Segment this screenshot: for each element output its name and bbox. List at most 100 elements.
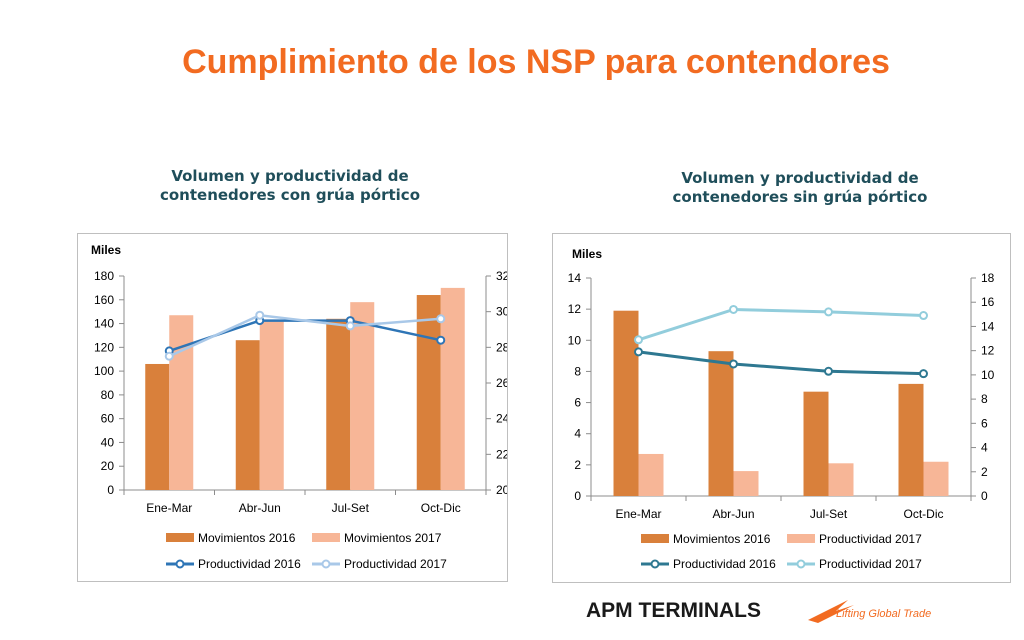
chart-2-legend-marker — [796, 559, 806, 569]
chart-2-legend-label: Productividad 2017 — [819, 532, 922, 546]
chart-2-svg: Miles 0 2 4 6 8 10 12 14 0 2 4 6 8 10 12 14 16 18 Ene-Mar Ab… — [568, 247, 995, 571]
chart-1-y-tick-label: 20 — [101, 459, 115, 473]
chart-2-bar-2 — [733, 471, 759, 496]
chart-1-y2-tick-label: 30 — [496, 305, 507, 319]
chart-2-y2-tick-label: 0 — [981, 489, 988, 503]
chart-1-y-tick-label: 0 — [107, 483, 114, 497]
chart-2-line-1 — [638, 350, 924, 376]
chart-2-point-2 — [729, 304, 738, 314]
chart-1-y-tick-label: 180 — [94, 269, 114, 283]
chart-2-y2-tick-label: 10 — [981, 368, 995, 382]
chart-2-point-2 — [634, 335, 643, 345]
chart-1-unit-label: Miles — [91, 243, 121, 257]
chart-2-y2-tick-label: 12 — [981, 344, 995, 358]
chart-2-title: Volumen y productividad de contenedores … — [672, 169, 928, 206]
chart-1-legend-marker — [321, 559, 331, 569]
chart-2-legend-label: Productividad 2017 — [819, 557, 922, 571]
chart-2-legend-marker — [650, 559, 660, 569]
chart-2-bar-2 — [923, 461, 949, 496]
chart-1-bar-2 — [440, 287, 465, 490]
chart-1-legend-label: Productividad 2016 — [198, 557, 301, 571]
chart-1-x-tick-label: Jul-Set — [332, 501, 370, 515]
chart-2-y2-tick-label: 6 — [981, 416, 988, 430]
chart-2-legend-swatch — [641, 534, 669, 543]
chart-1-legend-label: Productividad 2017 — [344, 557, 447, 571]
chart-2-legend-label: Movimientos 2016 — [673, 532, 771, 546]
chart-2-y2-tick-label: 2 — [981, 465, 988, 479]
chart-2-bar-2 — [828, 463, 854, 496]
chart-2-point-1 — [824, 366, 833, 376]
chart-1-y2-tick-label: 26 — [496, 376, 507, 390]
chart-2-legend-swatch — [787, 534, 815, 543]
logo-swoosh-icon — [808, 600, 854, 623]
chart-2-line-2 — [638, 307, 924, 342]
chart-1-line-2 — [168, 313, 441, 358]
logo-graphic: APM TERMINALS Lifting Global Trade — [586, 599, 931, 623]
chart-2-y2-tick-label: 4 — [981, 441, 988, 455]
chart-2-y2-tick-label: 14 — [981, 319, 995, 333]
chart-2-frame: Miles 0 2 4 6 8 10 12 14 0 2 4 6 8 10 12 14 16 18 Ene-Mar Ab… — [552, 233, 1011, 583]
logo-brand-text: APM TERMINALS — [586, 599, 761, 622]
apm-terminals-logo: APM TERMINALS Lifting Global Trade — [586, 595, 956, 625]
chart-2-y-tick-label: 10 — [568, 333, 582, 347]
chart-2-x-tick-label: Jul-Set — [810, 507, 848, 521]
chart-1-point-2 — [345, 321, 355, 331]
chart-2-point-2 — [824, 307, 833, 317]
chart-1-bar-2 — [169, 315, 194, 490]
chart-2-bar-1 — [803, 391, 829, 496]
chart-2-x-tick-label: Ene-Mar — [615, 507, 661, 521]
chart-1-frame: Miles 0 20 40 60 80 100 120 140 160 180 20 22 24 26 28 3… — [77, 233, 510, 582]
chart-2-bar-1 — [708, 351, 734, 496]
chart-1-y2-tick-label: 32 — [496, 269, 507, 283]
chart-2-point-1 — [729, 359, 738, 369]
chart-1-point-2 — [255, 310, 265, 320]
logo-tagline-text: Lifting Global Trade — [836, 608, 931, 620]
chart-1-x-tick-label: Abr-Jun — [239, 501, 281, 515]
chart-2-y-tick-label: 0 — [574, 489, 581, 503]
chart-2-y-tick-label: 14 — [568, 271, 582, 285]
chart-1-y2-tick-label: 22 — [496, 447, 507, 461]
chart-1-point-2 — [436, 314, 446, 324]
chart-1-legend-marker — [175, 559, 185, 569]
chart-2-y2-tick-label: 16 — [981, 295, 995, 309]
chart-2-y-tick-label: 6 — [574, 396, 581, 410]
chart-1-legend-swatch — [166, 533, 194, 542]
page-title: Cumplimiento de los NSP para contendores — [182, 43, 890, 81]
chart-2-y-tick-label: 2 — [574, 458, 581, 472]
chart-1-legend-label: Movimientos 2016 — [198, 531, 296, 545]
chart-1-svg: Miles 0 20 40 60 80 100 120 140 160 180 20 22 24 26 28 3… — [91, 243, 510, 571]
chart-1-point-2 — [164, 351, 174, 361]
chart-2-y2-tick-label: 8 — [981, 392, 988, 406]
chart-2-x-tick-label: Oct-Dic — [904, 507, 944, 521]
chart-1-legend-swatch — [312, 533, 340, 542]
chart-1-legend-label: Movimientos 2017 — [344, 531, 442, 545]
chart-1-y2-tick-label: 24 — [496, 412, 507, 426]
chart-2-unit-label: Miles — [572, 247, 602, 261]
chart-1-bar-2 — [259, 319, 284, 490]
chart-1-bar-1 — [235, 340, 260, 490]
chart-1-y-tick-label: 160 — [94, 293, 114, 307]
chart-2-point-1 — [634, 347, 643, 357]
chart-1-y-tick-label: 140 — [94, 317, 114, 331]
chart-1-bar-2 — [350, 302, 375, 490]
chart-1-bar-1 — [416, 295, 441, 490]
chart-1-y-tick-label: 40 — [101, 435, 115, 449]
chart-1-y-tick-label: 80 — [101, 388, 115, 402]
chart-1-y-tick-label: 60 — [101, 412, 115, 426]
chart-2-point-2 — [919, 311, 928, 321]
chart-2-y-tick-label: 12 — [568, 302, 582, 316]
chart-2-x-tick-label: Abr-Jun — [712, 507, 754, 521]
chart-1-y2-tick-label: 28 — [496, 340, 507, 354]
chart-2-legend-label: Productividad 2016 — [673, 557, 776, 571]
chart-1-y2-tick-label: 20 — [496, 483, 507, 497]
chart-1-y-tick-label: 120 — [94, 340, 114, 354]
chart-1-bar-1 — [145, 363, 170, 490]
chart-2-y-tick-label: 4 — [574, 427, 581, 441]
chart-1-x-tick-label: Oct-Dic — [421, 501, 461, 515]
chart-2-y-tick-label: 8 — [574, 364, 581, 378]
chart-1-y-tick-label: 100 — [94, 364, 114, 378]
chart-2-bar-2 — [638, 453, 664, 496]
chart-1-x-tick-label: Ene-Mar — [146, 501, 192, 515]
chart-2-point-1 — [919, 369, 928, 379]
chart-1-bar-1 — [326, 318, 351, 490]
